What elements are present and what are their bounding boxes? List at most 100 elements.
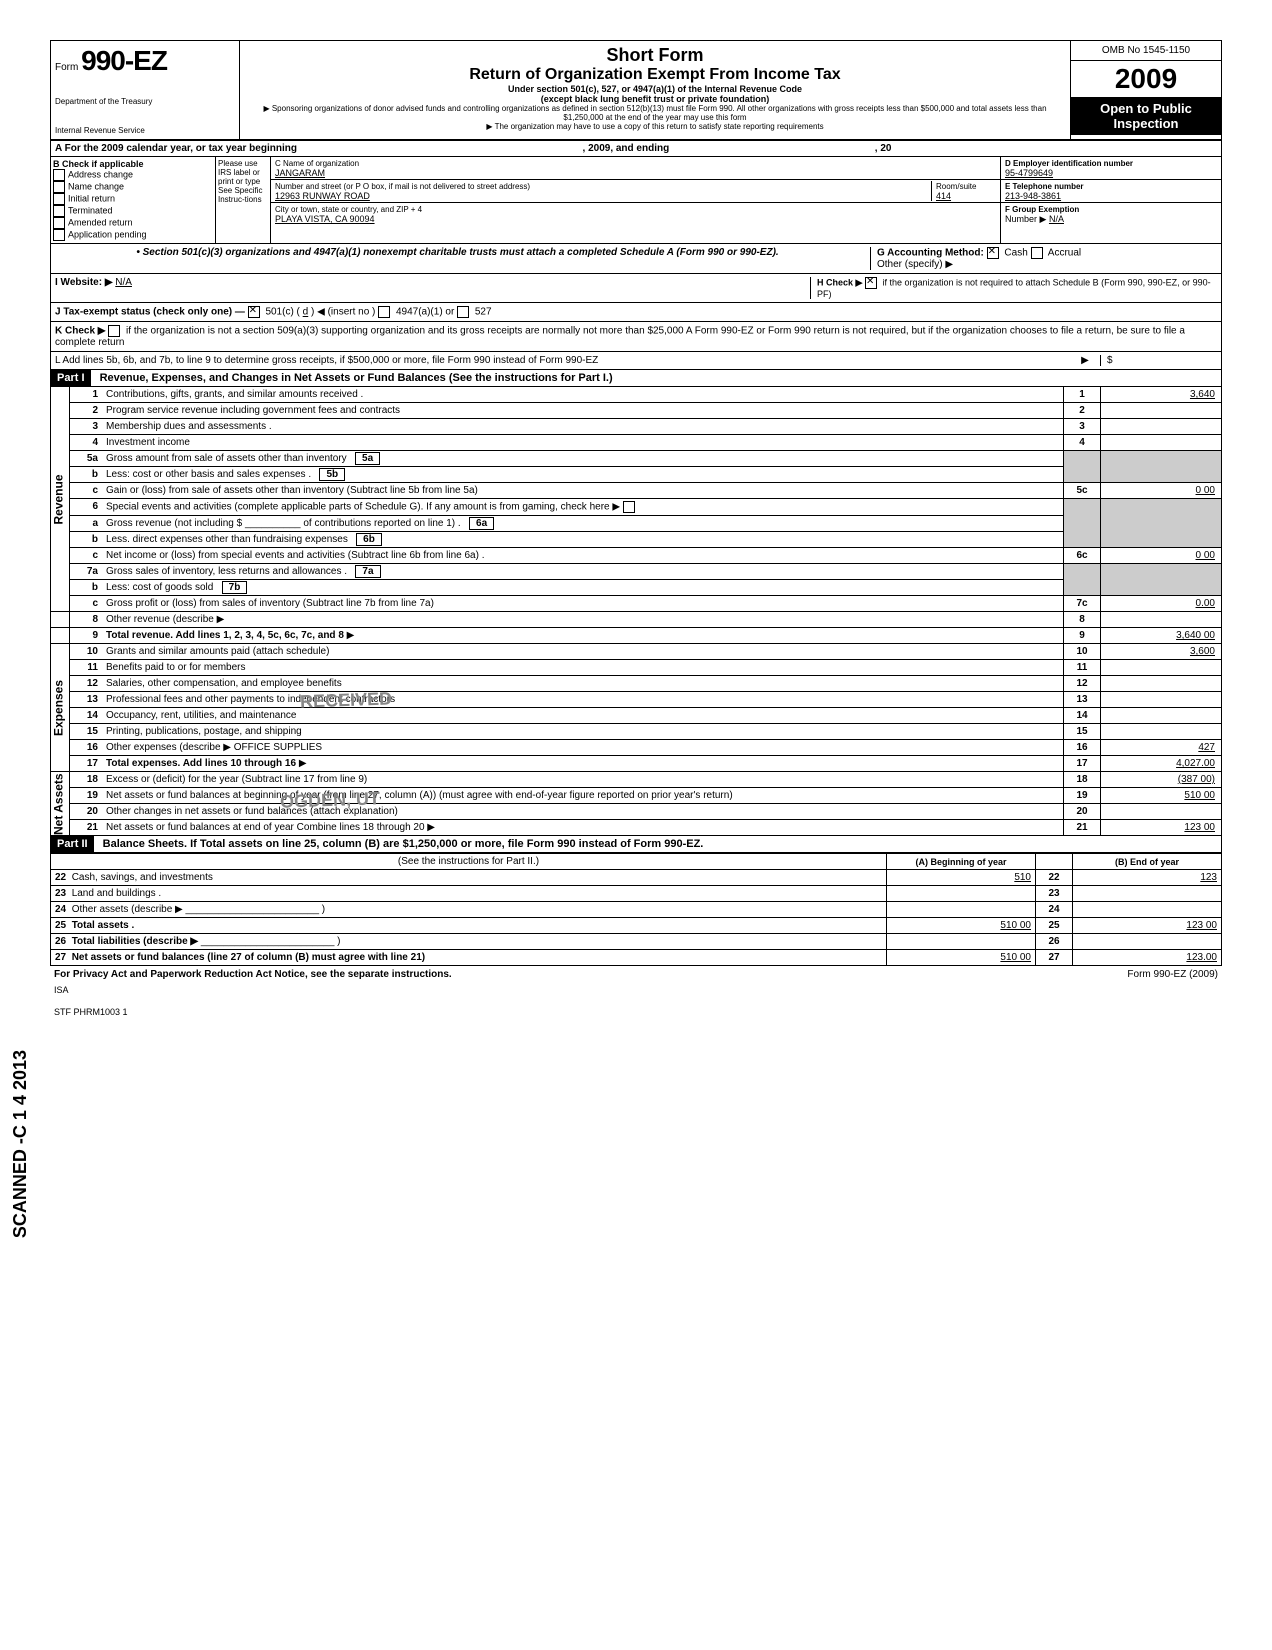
b25-a: 510 00 [887,918,1036,934]
g-accrual: Accrual [1048,248,1081,259]
subtitle2: (except black lung benefit trust or priv… [244,94,1066,104]
line1-amt: 3,640 [1101,387,1222,403]
open-to-public: Open to Public Inspection [1071,97,1221,135]
line17-amt: 4,027.00 [1101,756,1222,772]
ein: 95-4799649 [1005,168,1053,178]
line19-desc: Net assets or fund balances at beginning… [102,788,1064,804]
line15-amt [1101,724,1222,740]
line5a-box: 5a [355,452,380,465]
part1-title: Revenue, Expenses, and Changes in Net As… [94,370,619,386]
j-opt2: 4947(a)(1) or [396,307,454,318]
line20-desc: Other changes in net assets or fund bala… [102,804,1064,820]
year-prefix: 20 [1115,63,1146,94]
b22-a: 510 [887,870,1036,886]
form-number: 990-EZ [81,45,167,76]
line18-desc: Excess or (deficit) for the year (Subtra… [102,772,1064,788]
line16-desc: Other expenses (describe ▶ OFFICE SUPPLI… [102,740,1064,756]
checkbox-k[interactable] [108,325,120,337]
room: 414 [936,191,951,201]
line8-amt [1101,612,1222,628]
line6a-box: 6a [469,517,494,530]
checkbox-accrual[interactable] [1031,247,1043,259]
checkbox-h[interactable] [865,277,877,289]
line2-amt [1101,403,1222,419]
year-bold: 09 [1146,63,1177,94]
checkbox-pending[interactable] [53,229,65,241]
checkbox-amended[interactable] [53,217,65,229]
section501-text: • Section 501(c)(3) organizations and 49… [55,247,870,270]
colB-header: (B) End of year [1073,854,1222,870]
addr-label: Number and street (or P O box, if mail i… [275,182,530,191]
line18-amt: (387 00) [1101,772,1222,788]
line4-amt [1101,435,1222,451]
k-label: K Check ▶ [55,326,105,337]
g-other: Other (specify) ▶ [877,259,953,270]
line1-desc: Contributions, gifts, grants, and simila… [102,387,1064,403]
j-opt3: 527 [475,307,492,318]
checkbox-gaming[interactable] [623,501,635,513]
b27-a: 510 00 [887,950,1036,966]
k-text: if the organization is not a section 509… [55,326,1185,348]
subtitle: Under section 501(c), 527, or 4947(a)(1)… [244,84,1066,94]
checkbox-initial[interactable] [53,193,65,205]
city: PLAYA VISTA, CA 90094 [275,214,375,224]
line7c-amt: 0.00 [1101,596,1222,612]
checkbox-terminated[interactable] [53,205,65,217]
line7c-desc: Gross profit or (loss) from sales of inv… [102,596,1064,612]
d-label: D Employer identification number [1005,159,1133,168]
part2-see: (See the instructions for Part II.) [51,854,887,870]
b23-desc: Land and buildings . [72,888,162,899]
revenue-side-label: Revenue [51,387,70,612]
short-form-title: Short Form [244,45,1066,66]
website-val: N/A [115,277,132,288]
colA-header: (A) Beginning of year [887,854,1036,870]
b22-b: 123 [1073,870,1222,886]
e-label: E Telephone number [1005,182,1084,191]
checkbox-527[interactable] [457,306,469,318]
line16-amt: 427 [1101,740,1222,756]
b-header: B Check if applicable [53,159,213,169]
line7a-box: 7a [355,565,380,578]
row-a-end: , 20 [875,143,892,154]
line7a-desc: Gross sales of inventory, less returns a… [106,566,347,577]
city-label: City or town, state or country, and ZIP … [275,205,422,214]
b25-desc: Total assets . [72,920,135,931]
part2-header: Part II Balance Sheets. If Total assets … [51,836,1221,853]
line13-amt [1101,692,1222,708]
line5a-desc: Gross amount from sale of assets other t… [106,453,347,464]
b23-b [1073,886,1222,902]
line14-amt [1101,708,1222,724]
line4-desc: Investment income [102,435,1064,451]
row-k: K Check ▶ if the organization is not a s… [51,322,1221,352]
checkbox-name[interactable] [53,181,65,193]
inspection-label: Inspection [1075,116,1217,131]
col-irs-instructions: Please use IRS label or print or type Se… [216,157,271,243]
checkbox-cash[interactable] [987,247,999,259]
checkbox-501c[interactable] [248,306,260,318]
part2-title: Balance Sheets. If Total assets on line … [97,836,710,852]
line20-amt [1101,804,1222,820]
line11-amt [1101,660,1222,676]
line19-amt: 510 00 [1101,788,1222,804]
checkbox-address[interactable] [53,169,65,181]
isa: ISA [50,983,1222,997]
l-arrow: ▶ [1070,355,1100,366]
f-val: N/A [1049,214,1064,224]
form-ref: Form 990-EZ (2009) [1127,969,1218,980]
line8-desc: Other revenue (describe ▶ [102,612,1064,628]
b23-a [887,886,1036,902]
note2: ▶ The organization may have to use a cop… [244,122,1066,131]
l-text: L Add lines 5b, 6b, and 7b, to line 9 to… [55,355,1070,366]
org-name: JANGARAM [275,168,325,178]
j-insert: ) ◀ (insert no ) [311,307,375,318]
section-bcd: B Check if applicable Address change Nam… [51,157,1221,244]
part1-header: Part I Revenue, Expenses, and Changes in… [51,370,1221,387]
tax-year: 2009 [1071,61,1221,97]
line6b-desc: Less. direct expenses other than fundrai… [106,534,348,545]
checkbox-4947[interactable] [378,306,390,318]
balance-sheet-table: (See the instructions for Part II.) (A) … [51,853,1221,965]
line10-amt: 3,600 [1101,644,1222,660]
b-item-4: Amended return [68,217,133,227]
line5c-amt: 0 00 [1101,483,1222,499]
return-title: Return of Organization Exempt From Incom… [244,66,1066,84]
